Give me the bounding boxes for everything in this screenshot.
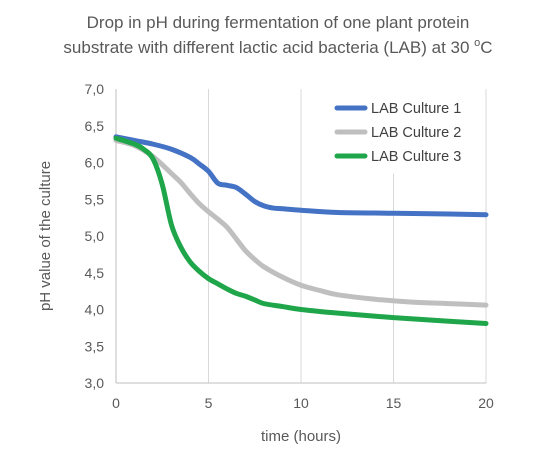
y-tick-label: 6,0: [85, 155, 105, 171]
y-tick-labels: 3,0 3,5 4,0 4,5 5,0 5,5 6,0 6,5 7,0: [85, 81, 105, 391]
series-line-lab-culture-3: [113, 135, 489, 326]
legend-label-lab-culture-2: LAB Culture 2: [371, 125, 461, 141]
y-tick-label: 7,0: [85, 81, 105, 97]
y-tick-label: 6,5: [85, 118, 105, 134]
x-tick-label: 0: [112, 395, 120, 411]
series-line-lab-culture-2: [113, 137, 489, 308]
legend-label-lab-culture-3: LAB Culture 3: [371, 149, 461, 165]
chart-title-degree-mark: o: [474, 37, 480, 49]
x-tick-label: 10: [293, 395, 309, 411]
y-tick-label: 5,0: [85, 228, 105, 244]
y-axis-title: pH value of the culture: [37, 161, 54, 311]
chart-title-line-2-main: substrate with different lactic acid bac…: [63, 38, 474, 57]
chart-title-unit: C: [480, 38, 492, 57]
x-tick-label: 20: [478, 395, 494, 411]
chart-title-line-1: Drop in pH during fermentation of one pl…: [87, 13, 470, 32]
chart-title-line-2: substrate with different lactic acid bac…: [63, 37, 492, 57]
x-tick-labels: 0 5 10 15 20: [112, 395, 494, 411]
x-axis-title: time (hours): [261, 428, 341, 445]
y-tick-label: 3,5: [85, 338, 105, 354]
series-line-lab-culture-1: [113, 134, 489, 218]
series-lines: [113, 134, 489, 326]
y-tick-label: 3,0: [85, 375, 105, 391]
x-tick-label: 5: [205, 395, 213, 411]
y-tick-label: 5,5: [85, 191, 105, 207]
y-tick-label: 4,5: [85, 265, 105, 281]
x-tick-label: 15: [386, 395, 402, 411]
legend: LAB Culture 1 LAB Culture 2 LAB Culture 3: [322, 88, 479, 174]
legend-label-lab-culture-1: LAB Culture 1: [371, 101, 461, 117]
y-tick-label: 4,0: [85, 302, 105, 318]
